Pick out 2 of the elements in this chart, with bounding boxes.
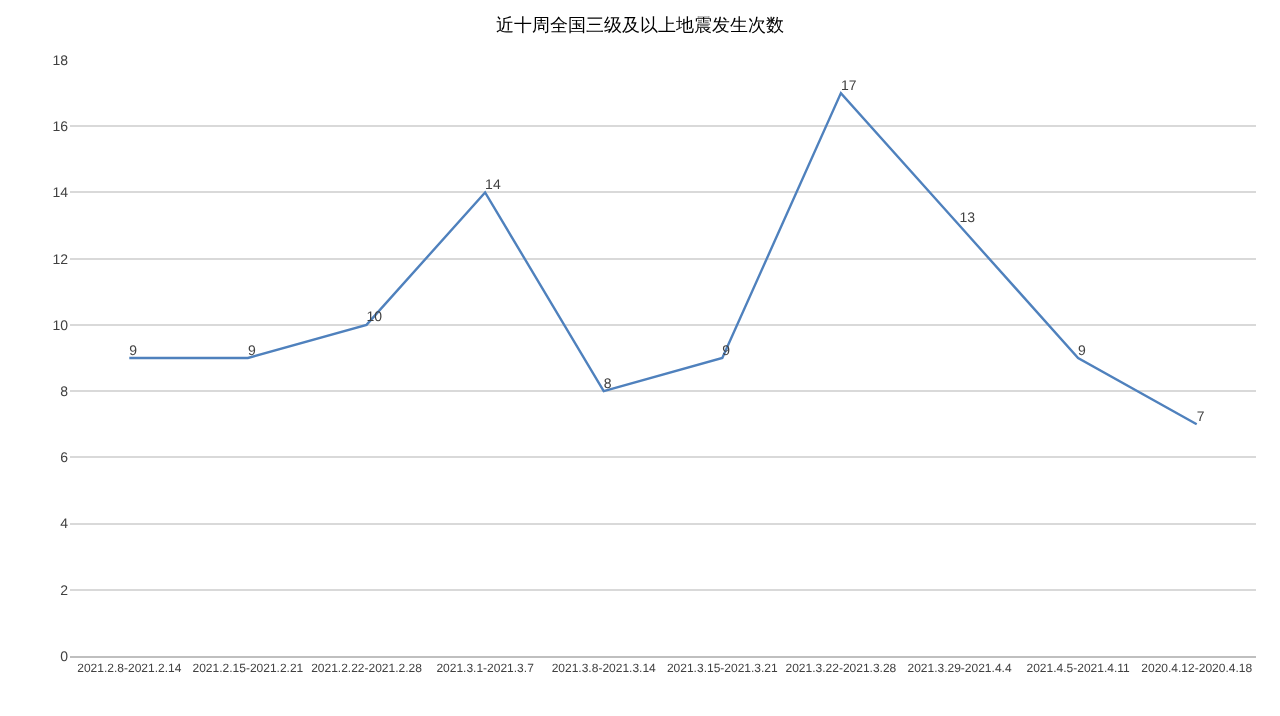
chart-title: 近十周全国三级及以上地震发生次数 — [496, 14, 784, 35]
line-series — [128, 91, 1198, 426]
